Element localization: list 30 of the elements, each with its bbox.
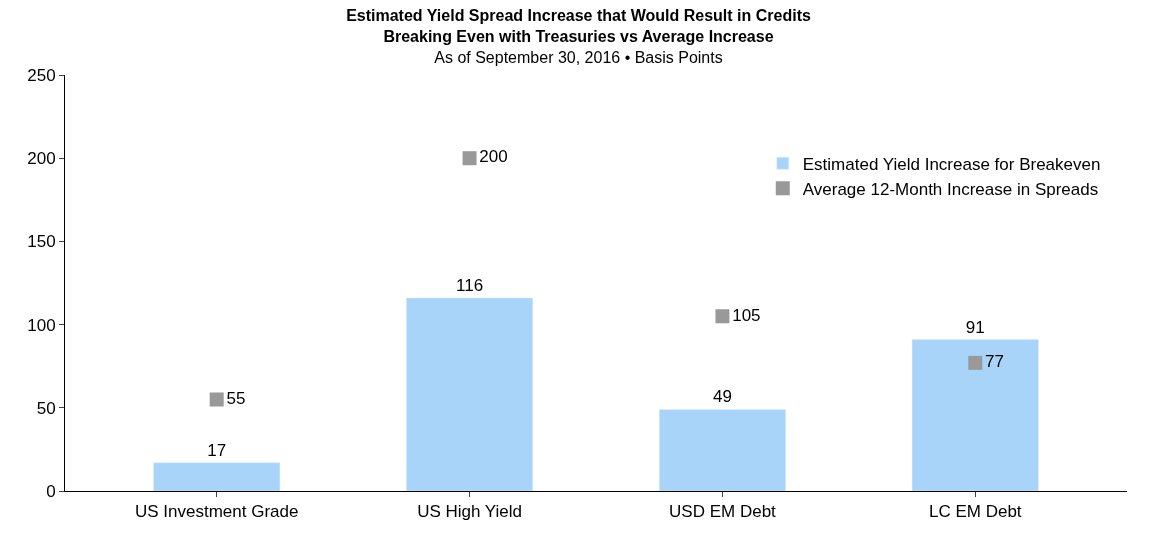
y-tick-label: 50 [36,398,56,418]
data-label: 116 [456,275,484,295]
y-tick-label: 200 [27,149,56,169]
x-tick-label: US High Yield [417,502,523,522]
data-label: 17 [207,440,227,460]
bar [911,339,1039,491]
data-label: 77 [985,352,1004,372]
point [968,355,983,370]
legend-label: Average 12-Month Increase in Spreads [802,180,1099,199]
data-label: 91 [965,317,985,337]
data-label: 49 [712,387,732,407]
x-tick-label: LC EM Debt [928,502,1022,522]
data-label: 200 [479,147,508,167]
bar [406,297,534,491]
y-tick-label: 0 [46,481,56,501]
bar [153,462,281,491]
y-tick-label: 150 [27,232,56,252]
chart-title: Estimated Yield Spread Increase that Would Result in Credits Breaking Even with Treasuries vs Average Increase [346,7,811,46]
x-tick-label: USD EM Debt [669,502,777,522]
point [209,392,224,407]
legend-label: Estimated Yield Increase for Breakeven [802,154,1101,174]
y-tick-label: 250 [27,65,56,85]
data-label: 105 [732,305,761,325]
point [715,309,730,324]
y-tick-label: 100 [27,315,56,335]
point [462,151,477,166]
x-tick-label: US Investment Grade [134,502,299,522]
bar [658,409,786,491]
chart-subtitle: As of September 30, 2016 • Basis Points [434,48,723,66]
data-label: 55 [226,388,246,408]
